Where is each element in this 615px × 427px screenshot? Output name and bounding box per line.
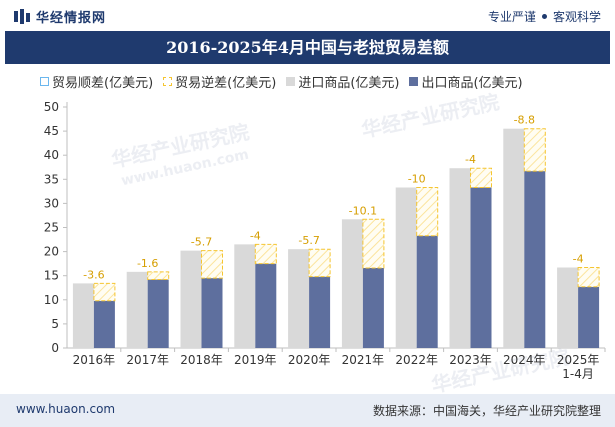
legend-swatch-deficit <box>163 77 173 86</box>
bar-export <box>93 300 115 348</box>
bar-deficit <box>416 186 439 237</box>
y-tick-label: 35 <box>44 172 59 186</box>
bar-import <box>449 168 471 348</box>
legend-swatch-surplus <box>40 77 49 86</box>
x-tick-label: 2020年 <box>288 353 331 367</box>
bar-export <box>201 278 223 348</box>
y-tick-label: 30 <box>44 196 59 210</box>
bar-chart: 0 5 10 15 20 25 30 35 40 45 50 -3.6 2016年 -1.6 2017年 -5… <box>44 100 606 381</box>
footer-url: www.huaon.com <box>16 402 116 416</box>
logo-icon <box>14 9 30 24</box>
legend-item-export: 出口商品(亿美元) <box>409 72 523 91</box>
bar-import <box>557 267 579 348</box>
legend-item-import: 进口商品(亿美元) <box>286 72 399 91</box>
y-tick-label: 45 <box>44 124 59 138</box>
y-tick-label: 5 <box>51 317 59 331</box>
balance-label: -10 <box>408 172 426 185</box>
x-tick-label: 2018年 <box>180 353 223 367</box>
x-tick-label: 1-4月 <box>562 367 594 381</box>
x-tick-label: 2019年 <box>234 353 277 367</box>
bar-import <box>72 283 94 348</box>
bar-import <box>288 249 310 348</box>
footer-source: 数据来源：中国海关，华经产业研究院整理 <box>372 404 601 418</box>
bar-export <box>147 279 169 348</box>
bar-import <box>180 250 202 348</box>
bar-deficit <box>93 282 116 302</box>
y-tick-label: 0 <box>51 341 59 355</box>
bar-export <box>524 171 546 348</box>
top-bar: 华经情报网 专业严谨 客观科学 <box>0 0 615 30</box>
footer: www.huaon.com 数据来源：中国海关，华经产业研究院整理 <box>0 394 615 427</box>
bar-import <box>395 187 417 348</box>
balance-label: -4 <box>573 253 584 266</box>
x-tick-label: 2024年 <box>503 353 546 367</box>
balance-label: -5.7 <box>298 234 319 247</box>
logo: 华经情报网 <box>14 7 106 26</box>
x-tick-label: 2016年 <box>73 353 116 367</box>
legend-swatch-import <box>286 77 296 86</box>
balance-label: -5.7 <box>191 236 212 249</box>
legend-label-export: 出口商品(亿美元) <box>421 76 523 91</box>
x-tick-label: 2025年 <box>557 353 600 367</box>
bar-export <box>470 187 492 348</box>
bar-import <box>503 128 525 348</box>
y-tick-label: 25 <box>44 221 59 235</box>
y-tick-label: 10 <box>44 293 59 307</box>
dot-icon <box>541 14 547 19</box>
tagline-left: 专业严谨 <box>487 10 536 24</box>
legend-label-surplus: 贸易顺差(亿美元) <box>52 76 154 91</box>
balance-label: -4 <box>465 153 476 166</box>
x-tick-label: 2022年 <box>395 353 438 367</box>
legend-label-deficit: 贸易逆差(亿美元) <box>175 76 277 91</box>
chart-legend: 贸易顺差(亿美元) 贸易逆差(亿美元) 进口商品(亿美元) 出口商品(亿美元) <box>40 72 533 91</box>
y-tick-label: 20 <box>44 245 59 259</box>
balance-label: -10.1 <box>349 204 377 217</box>
chart-title: 2016-2025年4月中国与老挝贸易差额 <box>5 31 610 64</box>
tagline: 专业严谨 客观科学 <box>488 8 601 25</box>
x-tick-label: 2021年 <box>342 353 385 367</box>
y-tick-label: 40 <box>44 148 59 162</box>
bar-deficit <box>523 128 546 172</box>
legend-item-deficit: 贸易逆差(亿美元) <box>163 72 276 91</box>
bar-import <box>126 271 148 348</box>
bar-deficit <box>362 218 385 269</box>
balance-label: -3.6 <box>83 268 104 281</box>
bar-import <box>234 244 256 348</box>
bar-export <box>309 276 331 348</box>
tagline-right: 客观科学 <box>552 10 601 24</box>
logo-text: 华经情报网 <box>36 11 107 26</box>
bar-deficit <box>577 267 600 288</box>
bar-import <box>341 219 363 348</box>
bar-deficit <box>308 248 331 278</box>
bar-export <box>416 235 438 348</box>
y-tick-label: 15 <box>44 269 59 283</box>
legend-label-import: 进口商品(亿美元) <box>298 76 400 91</box>
x-tick-label: 2017年 <box>126 353 169 367</box>
bar-export <box>362 267 384 348</box>
balance-label: -8.8 <box>514 114 535 127</box>
x-tick-label: 2023年 <box>449 353 492 367</box>
bar-export <box>255 263 277 348</box>
bar-deficit <box>254 243 277 265</box>
balance-label: -4 <box>250 229 261 242</box>
bar-deficit <box>147 271 170 281</box>
bar-deficit <box>470 167 492 188</box>
y-tick-label: 50 <box>44 100 59 114</box>
legend-swatch-export <box>409 77 419 86</box>
balance-label: -1.6 <box>137 257 158 270</box>
bar-deficit <box>201 250 223 279</box>
bar-export <box>578 286 600 348</box>
legend-item-surplus: 贸易顺差(亿美元) <box>40 72 153 91</box>
